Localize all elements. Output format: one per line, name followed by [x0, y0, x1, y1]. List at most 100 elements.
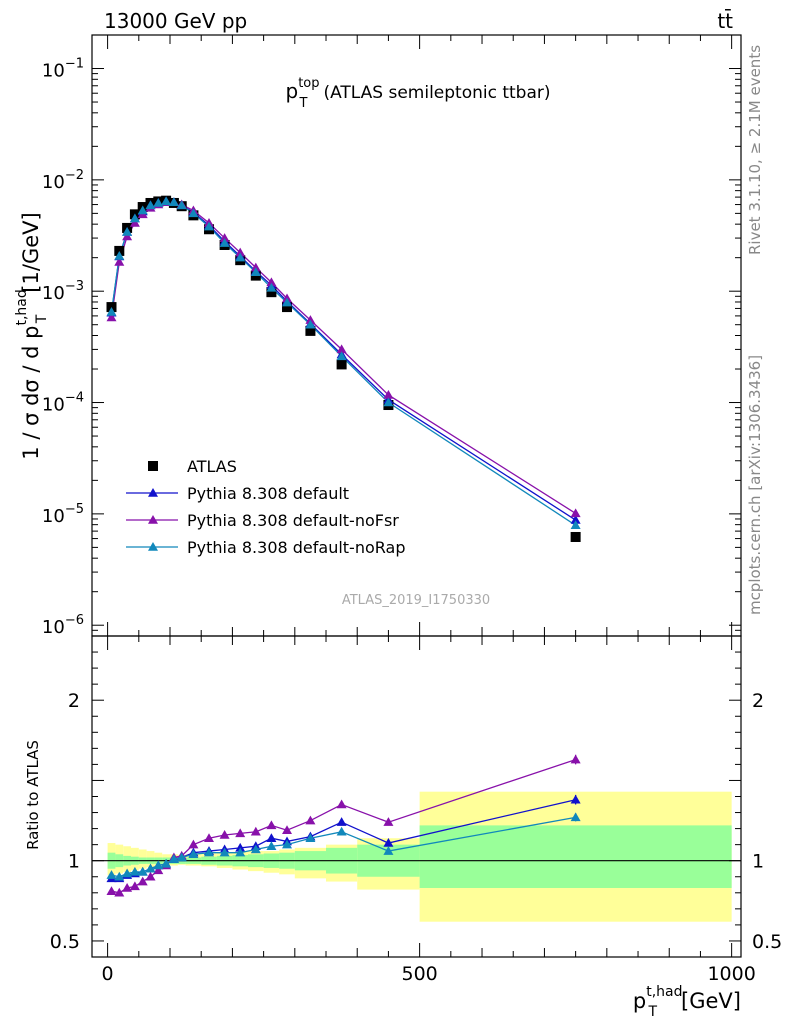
ratio-marker	[188, 839, 199, 849]
mc-marker	[114, 256, 125, 266]
ratio-panel: Ratio to ATLAS pt,had T [GeV]	[24, 740, 741, 1020]
mc-marker	[305, 319, 316, 329]
title-rest: (ATLAS semileptonic ttbar)	[323, 83, 550, 103]
ratio-marker	[235, 828, 246, 838]
mc-marker	[106, 307, 117, 316]
legend-marker-triangle	[148, 542, 158, 551]
legend: ATLAS Pythia 8.308 default Pythia 8.308 de…	[126, 457, 405, 557]
ratio-marker	[235, 847, 246, 857]
main-content	[106, 195, 581, 542]
mc-marker	[129, 213, 140, 223]
main-title: ptop T (ATLAS semileptonic ttbar)	[285, 76, 550, 111]
tick-mantissa: 10	[42, 61, 65, 82]
mc-marker	[204, 221, 215, 231]
main-y-tick-label: 10−6	[42, 613, 84, 638]
rivet-version-label: Rivet 3.1.10, ≥ 2.1M events	[746, 45, 764, 255]
tick-mantissa: 10	[42, 172, 65, 193]
legend-marker-square	[148, 461, 158, 471]
main-y-tick-label: 10−3	[42, 279, 84, 304]
ratio-marker	[106, 870, 117, 879]
ylabel-sub: T	[34, 314, 50, 324]
mc-marker	[153, 197, 164, 207]
mc-marker	[570, 520, 581, 530]
mc-marker	[176, 200, 187, 210]
mc-marker	[570, 508, 581, 518]
main-panel: ptop T (ATLAS semileptonic ttbar) 1 / σ dσ…	[14, 76, 581, 608]
title-sup: top	[298, 76, 319, 91]
legend-label: Pythia 8.308 default	[187, 484, 349, 503]
collision-energy-label: 13000 GeV pp	[104, 9, 247, 33]
mc-marker	[336, 344, 347, 354]
ratio-marker	[305, 833, 316, 842]
ratio-marker	[266, 841, 277, 851]
ratio-marker	[204, 847, 215, 857]
mc-marker	[383, 397, 394, 407]
legend-label: ATLAS	[187, 457, 237, 476]
mc-marker	[250, 262, 261, 272]
tick-mantissa: 10	[42, 395, 65, 416]
mc-marker	[106, 312, 117, 322]
x-tick-label: 0	[102, 963, 114, 985]
ratio-marker	[161, 858, 172, 868]
legend-marker-triangle	[148, 488, 158, 497]
ratio-marker	[145, 871, 156, 881]
ratio-y-axis-label: Ratio to ATLAS	[24, 740, 42, 850]
mc-marker	[188, 208, 199, 218]
tick-exponent: −6	[65, 613, 84, 628]
ratio-marker	[153, 865, 164, 875]
legend-marker-triangle	[148, 515, 158, 524]
ratio-marker	[204, 833, 215, 842]
ratio-marker	[570, 812, 581, 822]
ratio-marker	[168, 854, 179, 863]
mc-marker	[122, 231, 133, 241]
ratio-y-tick-label: 2	[68, 690, 80, 712]
ylabel-sup: t,had	[14, 289, 30, 325]
ratio-marker	[570, 754, 581, 764]
tick-mantissa: 10	[42, 617, 65, 638]
mc-marker	[161, 196, 172, 206]
tick-mantissa: 10	[42, 506, 65, 527]
mc-marker	[383, 389, 394, 399]
ratio-marker	[129, 866, 140, 876]
mc-marker	[235, 247, 246, 257]
mc-marker	[266, 282, 277, 292]
ratio-y-tick-label-right: 1	[752, 851, 764, 873]
main-y-tick-label: 10−5	[42, 502, 84, 527]
ratio-y-tick-label-right: 2	[752, 690, 764, 712]
main-y-tick-label: 10−4	[42, 391, 84, 416]
process-label: tt̄	[717, 8, 733, 33]
ratio-marker	[282, 839, 293, 849]
xlabel-sub: T	[647, 1004, 657, 1020]
x-tick-label: 500	[401, 963, 437, 985]
ratio-marker	[383, 846, 394, 855]
ratio-marker	[153, 860, 164, 870]
mc-marker	[570, 515, 581, 524]
tick-exponent: −3	[65, 279, 84, 294]
mc-marker	[168, 197, 179, 206]
mc-marker	[122, 227, 133, 236]
analysis-watermark: ATLAS_2019_I1750330	[342, 593, 490, 608]
ratio-marker	[122, 882, 133, 892]
ratio-marker	[114, 871, 125, 881]
ratio-marker	[336, 817, 347, 826]
ratio-marker	[145, 863, 156, 873]
x-tick-label: 1000	[707, 963, 755, 985]
main-y-tick-label: 10−1	[42, 57, 84, 82]
ratio-y-tick-label-right: 0.5	[752, 931, 782, 953]
data-point-square	[305, 325, 316, 336]
mc-marker	[219, 238, 230, 247]
ratio-marker	[129, 881, 140, 891]
mc-marker	[282, 297, 293, 307]
tick-exponent: −5	[65, 502, 84, 517]
mc-marker	[114, 251, 125, 260]
ratio-marker	[383, 838, 394, 847]
ylabel-prefix: 1 / σ dσ / d p	[19, 326, 43, 460]
xlabel-base: p	[633, 989, 646, 1013]
ratio-marker	[176, 852, 187, 862]
legend-label: Pythia 8.308 default-noRap	[187, 538, 405, 557]
ylabel-suffix: [1/GeV]	[19, 212, 43, 292]
data-point-square	[266, 287, 277, 298]
ratio-marker	[219, 847, 230, 857]
ratio-marker	[383, 817, 394, 826]
